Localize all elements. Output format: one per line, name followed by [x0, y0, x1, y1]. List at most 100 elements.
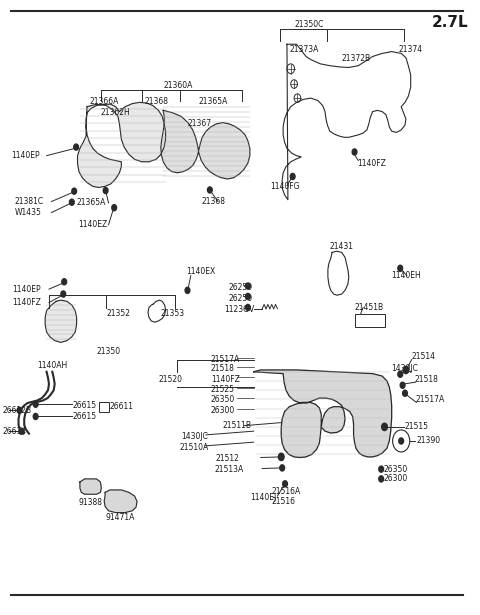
- Circle shape: [103, 188, 108, 194]
- Text: 21360A: 21360A: [163, 81, 192, 90]
- Text: 21516: 21516: [272, 497, 296, 506]
- Text: 21516A: 21516A: [272, 486, 301, 496]
- Circle shape: [19, 428, 24, 434]
- Polygon shape: [161, 110, 250, 179]
- Circle shape: [280, 465, 285, 471]
- Circle shape: [70, 199, 74, 205]
- Polygon shape: [253, 370, 392, 458]
- Text: 21518: 21518: [415, 375, 438, 384]
- Text: 21374: 21374: [399, 45, 423, 54]
- Text: 26250: 26250: [229, 294, 253, 303]
- Circle shape: [399, 438, 404, 444]
- Text: 1430JC: 1430JC: [181, 432, 208, 440]
- Text: 21511B: 21511B: [223, 421, 252, 430]
- Text: 2.7L: 2.7L: [432, 15, 469, 30]
- Polygon shape: [45, 300, 77, 343]
- Text: 21353: 21353: [161, 309, 185, 318]
- Text: 21368: 21368: [201, 197, 225, 206]
- Text: 21365A: 21365A: [199, 97, 228, 106]
- Text: 1140FZ: 1140FZ: [12, 298, 41, 307]
- Circle shape: [112, 205, 117, 211]
- Circle shape: [382, 423, 387, 430]
- Text: 21520: 21520: [158, 375, 182, 384]
- Text: 26300: 26300: [384, 474, 408, 483]
- Text: W1435: W1435: [15, 208, 42, 217]
- Circle shape: [398, 265, 403, 271]
- Circle shape: [33, 413, 38, 419]
- Circle shape: [246, 293, 250, 300]
- Text: 21512: 21512: [216, 454, 240, 462]
- Text: 1430JC: 1430JC: [392, 364, 419, 373]
- Text: 21517A: 21517A: [416, 395, 444, 404]
- Circle shape: [403, 367, 409, 374]
- Text: 26614: 26614: [2, 427, 26, 435]
- Text: 21517A: 21517A: [211, 355, 240, 364]
- Text: 21350C: 21350C: [294, 20, 324, 29]
- Text: 91388: 91388: [79, 498, 103, 507]
- Text: 1140EH: 1140EH: [391, 271, 420, 280]
- Text: 26612B: 26612B: [2, 406, 32, 415]
- Circle shape: [283, 481, 288, 487]
- Circle shape: [290, 173, 295, 180]
- Text: 21525: 21525: [211, 385, 235, 394]
- Text: 1140EX: 1140EX: [186, 268, 216, 277]
- Circle shape: [207, 187, 212, 193]
- Text: 26611: 26611: [110, 402, 134, 411]
- Text: 26350: 26350: [211, 395, 235, 405]
- Text: 26300: 26300: [211, 406, 235, 415]
- Text: 21350: 21350: [96, 347, 120, 356]
- Text: 26350: 26350: [384, 464, 408, 474]
- Polygon shape: [104, 490, 137, 512]
- Circle shape: [185, 287, 190, 293]
- Text: 21366A: 21366A: [89, 97, 119, 106]
- Text: 21390: 21390: [417, 437, 441, 445]
- Text: 21362H: 21362H: [100, 108, 130, 117]
- Text: 21451B: 21451B: [355, 303, 384, 312]
- Circle shape: [62, 279, 67, 285]
- Circle shape: [74, 144, 79, 150]
- Text: 21368: 21368: [144, 97, 168, 106]
- Circle shape: [278, 453, 284, 461]
- Circle shape: [352, 149, 357, 155]
- Bar: [99, 402, 109, 411]
- Text: 1140EJ: 1140EJ: [250, 493, 276, 502]
- Circle shape: [379, 476, 384, 482]
- Text: 21518: 21518: [211, 364, 235, 373]
- Text: 21513A: 21513A: [215, 464, 244, 474]
- Text: 1140FZ: 1140FZ: [358, 159, 386, 168]
- Text: 1140AH: 1140AH: [37, 361, 67, 370]
- Text: 21373A: 21373A: [289, 45, 319, 54]
- Text: 21514: 21514: [412, 352, 436, 361]
- Text: 21515: 21515: [404, 423, 428, 431]
- Polygon shape: [78, 103, 166, 188]
- Circle shape: [72, 188, 77, 194]
- Text: 21372B: 21372B: [342, 55, 371, 63]
- Circle shape: [400, 382, 405, 388]
- Circle shape: [17, 407, 22, 413]
- Text: 21365A: 21365A: [77, 198, 106, 207]
- Circle shape: [61, 291, 66, 297]
- Polygon shape: [80, 479, 101, 494]
- Text: 1140EP: 1140EP: [12, 285, 40, 293]
- Circle shape: [246, 283, 250, 289]
- Bar: [355, 314, 385, 327]
- Circle shape: [246, 304, 250, 311]
- Text: 21352: 21352: [106, 309, 130, 318]
- Text: 1123GV: 1123GV: [224, 305, 254, 314]
- Circle shape: [33, 401, 38, 407]
- Text: 1140FZ: 1140FZ: [211, 375, 240, 384]
- Text: 21431: 21431: [330, 242, 354, 251]
- Text: 21367: 21367: [187, 119, 211, 129]
- Text: 91471A: 91471A: [105, 513, 134, 522]
- Text: 1140EP: 1140EP: [11, 151, 39, 160]
- Circle shape: [398, 371, 403, 377]
- Text: 26259: 26259: [229, 284, 253, 292]
- Circle shape: [403, 390, 408, 396]
- Text: 21510A: 21510A: [180, 443, 209, 451]
- Text: 26615: 26615: [73, 412, 97, 421]
- Text: 1140FG: 1140FG: [270, 183, 300, 191]
- Text: 21381C: 21381C: [15, 197, 44, 206]
- Text: 1140EZ: 1140EZ: [79, 220, 108, 229]
- Text: 26615: 26615: [73, 401, 97, 410]
- Circle shape: [379, 466, 384, 472]
